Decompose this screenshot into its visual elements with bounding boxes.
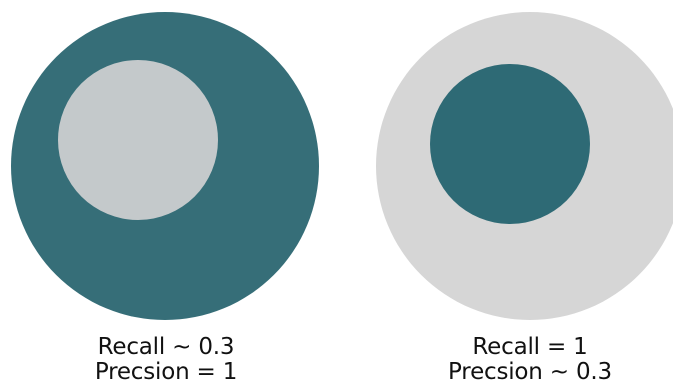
right-caption: Recall = 1 Precsion ~ 0.3 <box>400 335 660 385</box>
left-inner-circle <box>58 60 218 220</box>
left-precision-label: Precsion = 1 <box>94 359 238 385</box>
right-recall-label: Recall = 1 <box>472 334 588 360</box>
left-recall-label: Recall ~ 0.3 <box>97 334 235 360</box>
left-caption: Recall ~ 0.3 Precsion = 1 <box>36 335 296 385</box>
venn-diagrams <box>11 12 673 320</box>
right-inner-circle <box>430 64 590 224</box>
right-precision-label: Precsion ~ 0.3 <box>448 359 612 385</box>
